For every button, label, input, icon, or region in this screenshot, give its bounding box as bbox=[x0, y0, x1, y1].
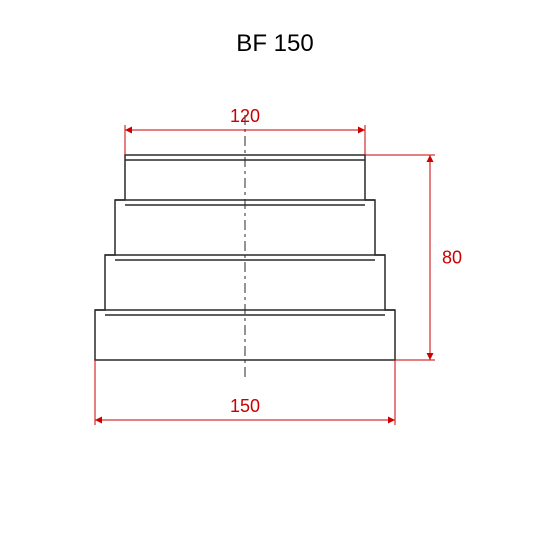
dimension-top-width: 120 bbox=[125, 106, 365, 155]
dimension-height: 80 bbox=[365, 155, 462, 360]
svg-text:80: 80 bbox=[442, 248, 462, 268]
technical-drawing: 120 150 80 bbox=[0, 0, 550, 550]
svg-text:120: 120 bbox=[230, 106, 260, 126]
svg-text:150: 150 bbox=[230, 396, 260, 416]
